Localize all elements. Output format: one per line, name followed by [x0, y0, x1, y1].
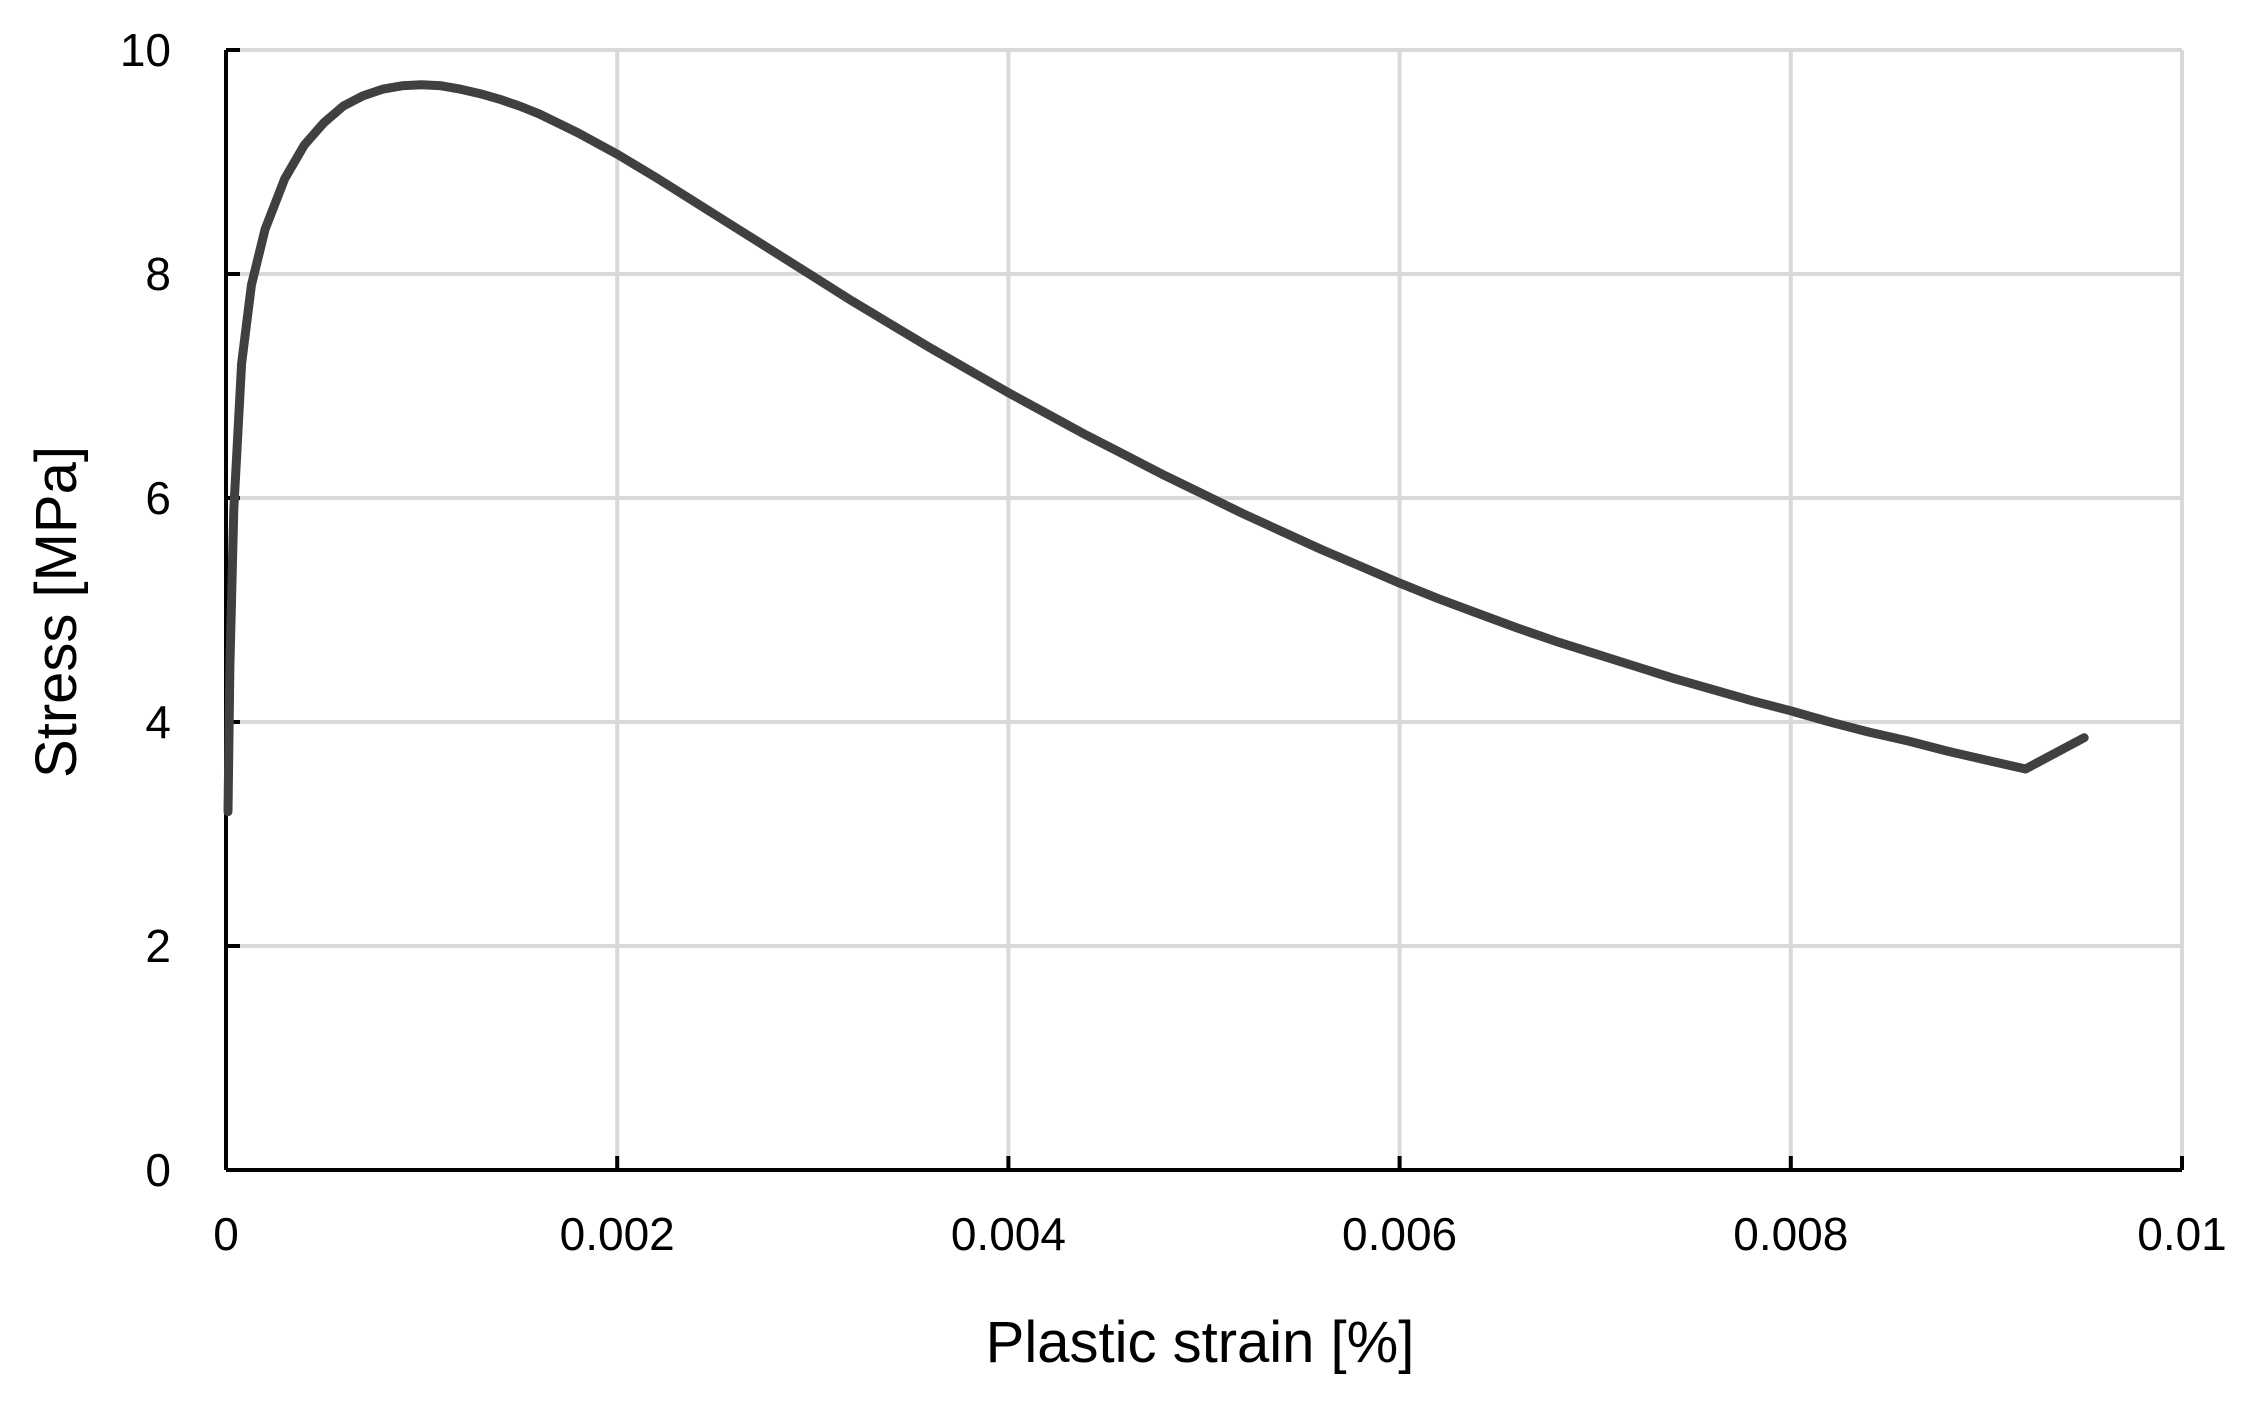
y-tick-label: 4 [145, 696, 171, 748]
y-tick-label: 0 [145, 1144, 171, 1196]
x-axis-title: Plastic strain [%] [986, 1310, 1415, 1375]
y-tick-label: 8 [145, 248, 171, 300]
x-tick-label: 0.006 [1342, 1208, 1457, 1260]
x-tick-label: 0.008 [1733, 1208, 1848, 1260]
y-tick-label: 6 [145, 472, 171, 524]
x-tick-label: 0.004 [951, 1208, 1066, 1260]
x-tick-label: 0 [213, 1208, 239, 1260]
stress-strain-curve [223, 80, 2089, 817]
tick-labels: 0 0.002 0.004 0.006 0.008 0.01 0 2 4 6 8 10 [120, 24, 2227, 1260]
x-tick-label: 0.01 [2137, 1208, 2227, 1260]
x-tick-label: 0.002 [560, 1208, 675, 1260]
y-tick-label: 2 [145, 920, 171, 972]
grid-lines [226, 48, 2184, 1170]
y-tick-label: 10 [120, 24, 171, 76]
y-axis-title: Stress [MPa] [24, 446, 89, 778]
series-layer [223, 80, 2089, 817]
axes [224, 48, 2184, 1172]
